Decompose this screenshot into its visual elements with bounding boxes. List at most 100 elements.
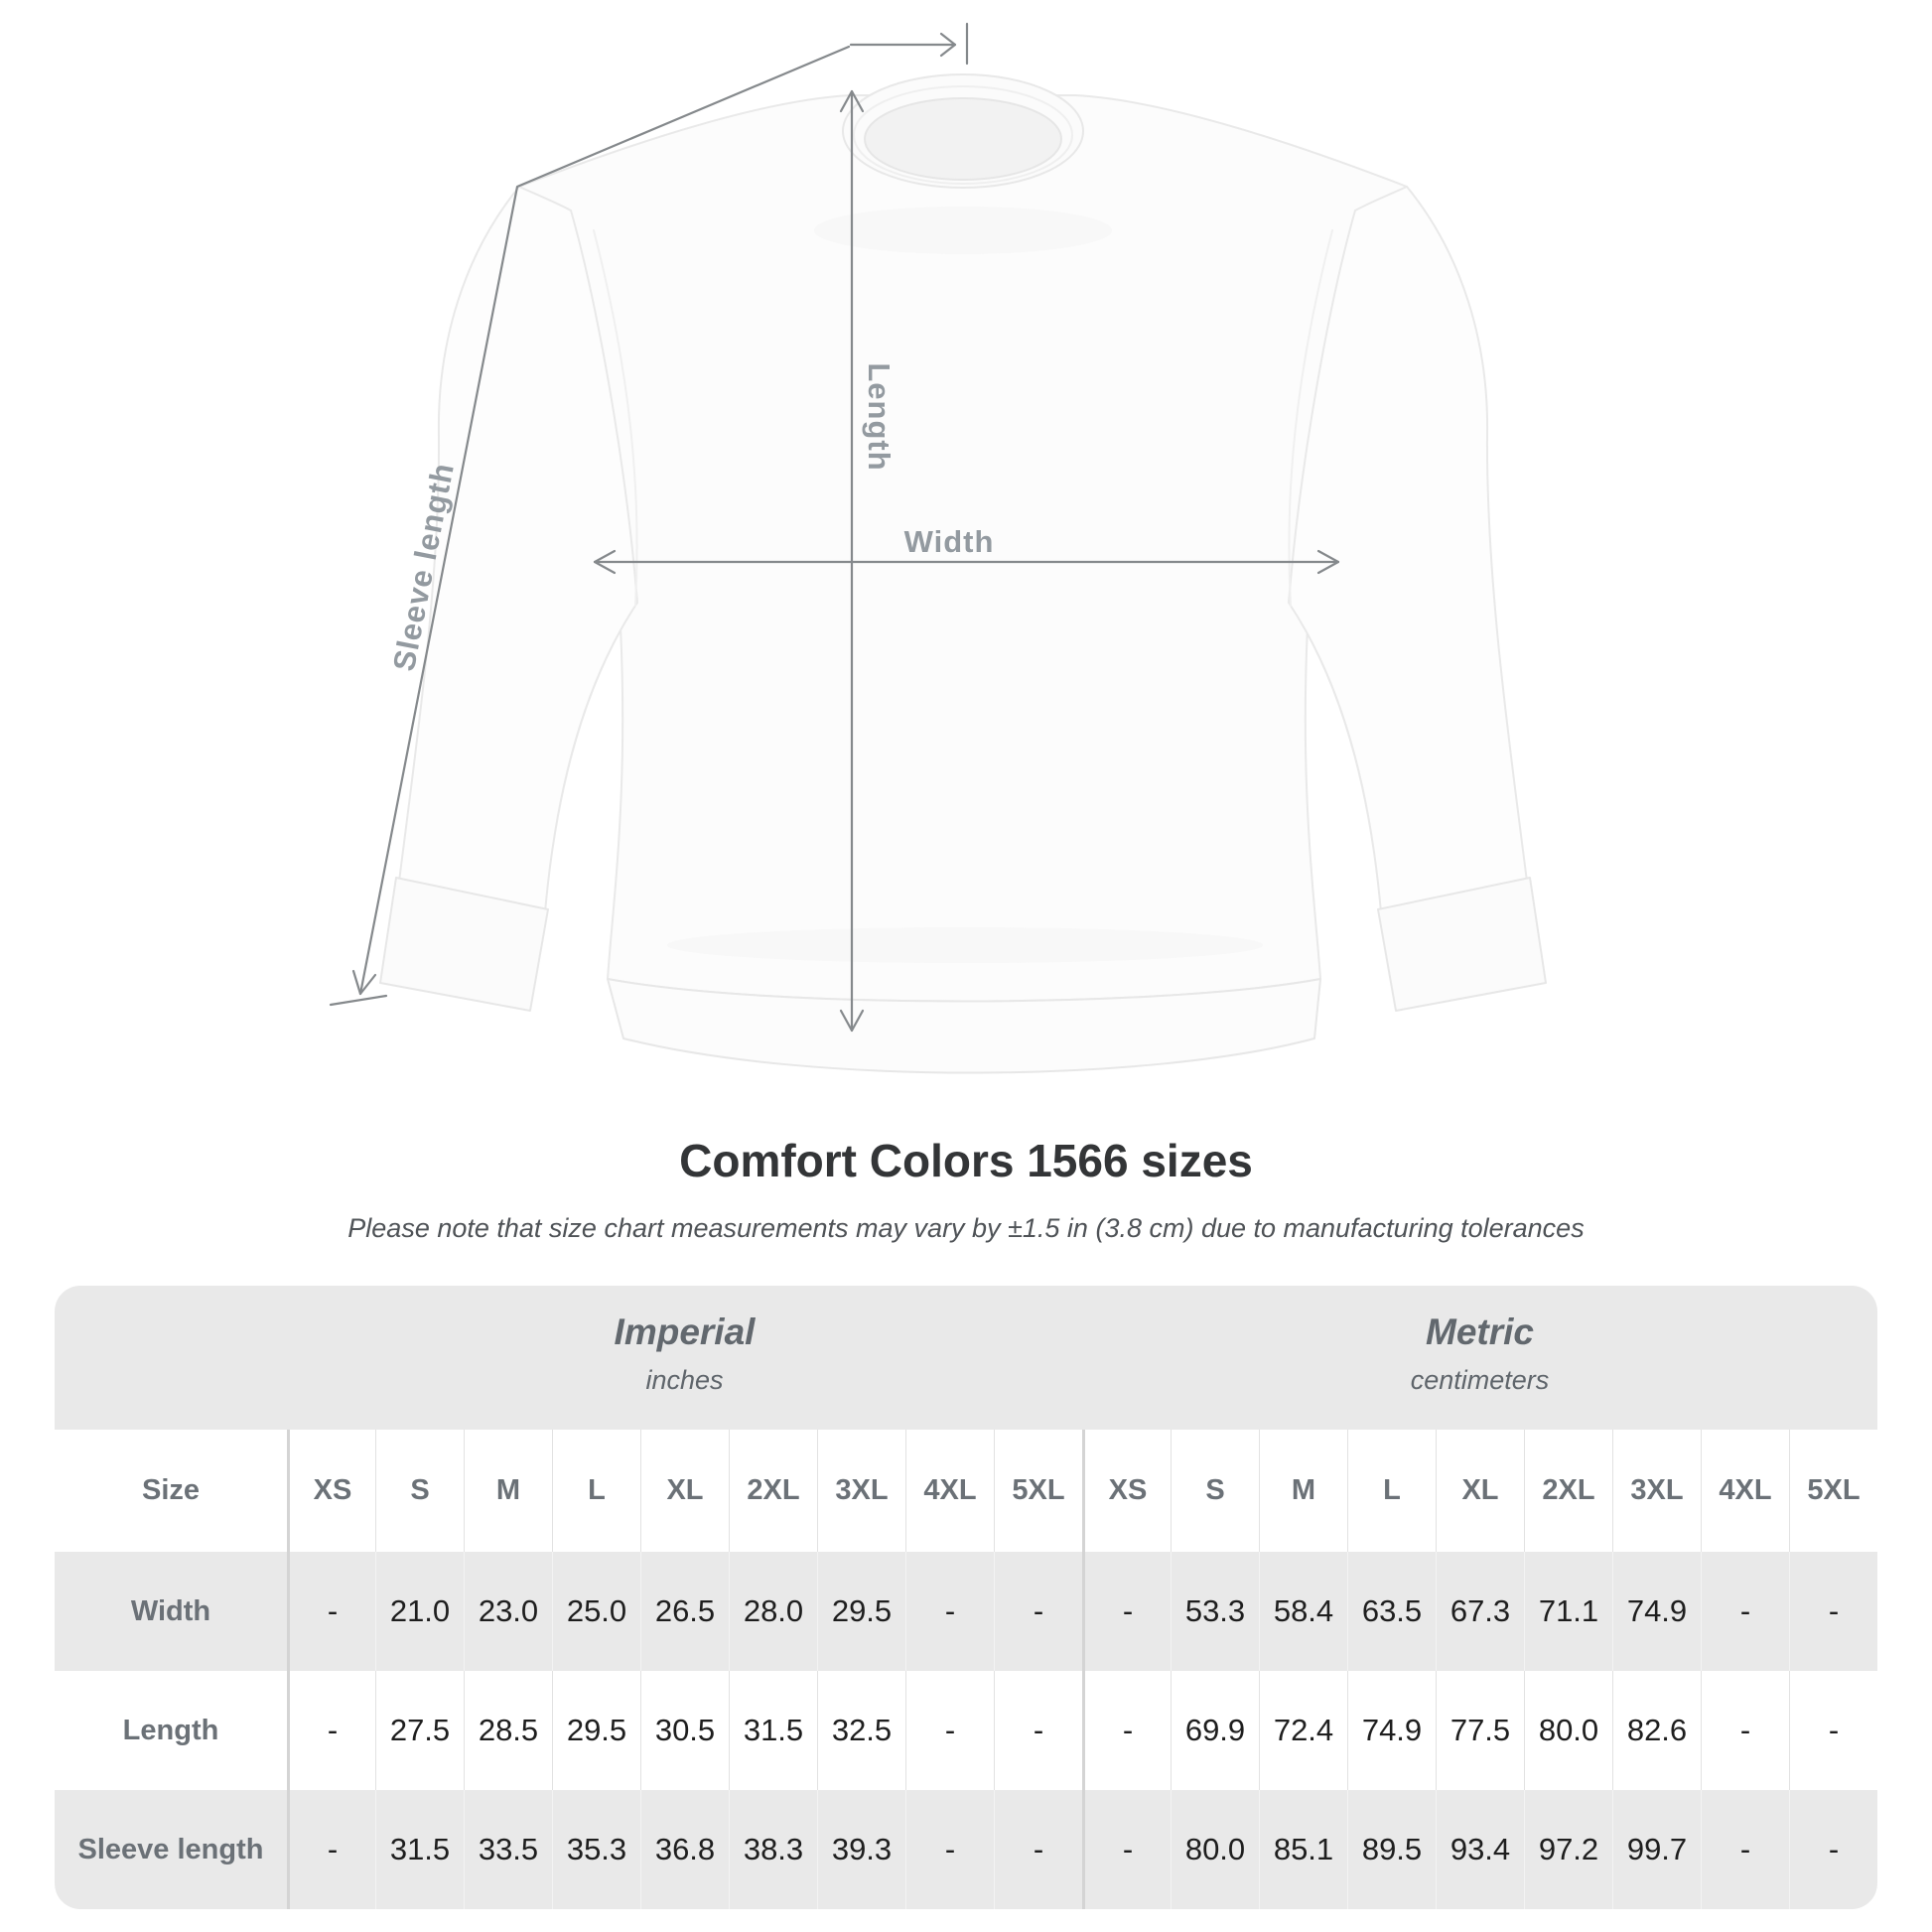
width-imperial-s: 21.0 — [375, 1552, 464, 1671]
unit-header-imperial: Imperial inches — [287, 1286, 1082, 1430]
length-metric-4xl: - — [1701, 1671, 1789, 1790]
table-row-length: Length - 27.5 28.5 29.5 30.5 31.5 32.5 -… — [55, 1671, 1877, 1790]
length-imperial-m: 28.5 — [464, 1671, 552, 1790]
size-header-imperial-4xl: 4XL — [905, 1430, 994, 1552]
collar-inner — [864, 97, 1062, 181]
size-column-header: Size — [141, 1474, 201, 1506]
sleeve-imperial-4xl: - — [905, 1790, 994, 1909]
sleeve-metric-2xl: 97.2 — [1524, 1790, 1612, 1909]
size-header-imperial-3xl: 3XL — [817, 1430, 905, 1552]
length-imperial-3xl: 32.5 — [817, 1671, 905, 1790]
hem-band — [607, 978, 1321, 1074]
sleeve-metric-3xl: 99.7 — [1612, 1790, 1701, 1909]
sleeve-imperial-2xl: 38.3 — [729, 1790, 817, 1909]
sweatshirt-right-sleeve — [1288, 186, 1528, 913]
length-metric-m: 72.4 — [1259, 1671, 1347, 1790]
size-table: Imperial inches Metric centimeters Size … — [55, 1286, 1877, 1909]
length-metric-2xl: 80.0 — [1524, 1671, 1612, 1790]
size-header-metric-xs: XS — [1082, 1430, 1171, 1552]
size-header-metric-xl: XL — [1436, 1430, 1524, 1552]
width-imperial-xl: 26.5 — [640, 1552, 729, 1671]
collar-rib-line — [853, 85, 1073, 185]
size-header-row: Size XS S M L XL 2XL 3XL 4XL 5XL XS S M … — [55, 1430, 1877, 1552]
sleeve-imperial-s: 31.5 — [375, 1790, 464, 1909]
size-header-imperial-s: S — [375, 1430, 464, 1552]
size-header-imperial-m: M — [464, 1430, 552, 1552]
length-imperial-4xl: - — [905, 1671, 994, 1790]
size-header-metric-3xl: 3XL — [1612, 1430, 1701, 1552]
length-metric-l: 74.9 — [1347, 1671, 1436, 1790]
width-metric-3xl: 74.9 — [1612, 1552, 1701, 1671]
size-header-metric-5xl: 5XL — [1789, 1430, 1877, 1552]
row-label-width: Width — [130, 1594, 211, 1627]
sweatshirt-left-sleeve — [398, 186, 638, 913]
sleeve-metric-s: 80.0 — [1171, 1790, 1259, 1909]
sleeve-imperial-xs: - — [287, 1790, 375, 1909]
sleeve-metric-xs: - — [1082, 1790, 1171, 1909]
hem-shadow — [667, 927, 1263, 963]
table-row-width: Width - 21.0 23.0 25.0 26.5 28.0 29.5 - … — [55, 1552, 1877, 1671]
row-label-sleeve-length: Sleeve length — [77, 1833, 264, 1865]
length-imperial-xl: 30.5 — [640, 1671, 729, 1790]
shoulder-guide-arrow — [849, 22, 969, 66]
width-metric-xs: - — [1082, 1552, 1171, 1671]
width-arrow — [593, 549, 1340, 575]
size-header-metric-l: L — [1347, 1430, 1436, 1552]
collar-shadow — [814, 207, 1112, 254]
left-cuff — [379, 877, 549, 1012]
width-label: Width — [903, 524, 995, 559]
size-header-metric-2xl: 2XL — [1524, 1430, 1612, 1552]
size-header-metric-s: S — [1171, 1430, 1259, 1552]
width-metric-2xl: 71.1 — [1524, 1552, 1612, 1671]
size-header-metric-4xl: 4XL — [1701, 1430, 1789, 1552]
width-imperial-l: 25.0 — [552, 1552, 640, 1671]
imperial-sublabel: inches — [645, 1365, 724, 1395]
right-cuff — [1377, 877, 1547, 1012]
width-metric-l: 63.5 — [1347, 1552, 1436, 1671]
length-metric-3xl: 82.6 — [1612, 1671, 1701, 1790]
length-imperial-xs: - — [287, 1671, 375, 1790]
length-metric-s: 69.9 — [1171, 1671, 1259, 1790]
tolerance-note: Please note that size chart measurements… — [347, 1213, 1585, 1243]
width-imperial-m: 23.0 — [464, 1552, 552, 1671]
unit-header-row: Imperial inches Metric centimeters — [55, 1286, 1877, 1430]
width-metric-m: 58.4 — [1259, 1552, 1347, 1671]
length-metric-xs: - — [1082, 1671, 1171, 1790]
unit-header-spacer — [55, 1286, 287, 1430]
size-header-imperial-5xl: 5XL — [994, 1430, 1082, 1552]
size-header-imperial-2xl: 2XL — [729, 1430, 817, 1552]
width-imperial-2xl: 28.0 — [729, 1552, 817, 1671]
sleeve-metric-xl: 93.4 — [1436, 1790, 1524, 1909]
width-imperial-3xl: 29.5 — [817, 1552, 905, 1671]
size-header-imperial-xs: XS — [287, 1430, 375, 1552]
sleeve-imperial-5xl: - — [994, 1790, 1082, 1909]
width-metric-4xl: - — [1701, 1552, 1789, 1671]
sleeve-imperial-l: 35.3 — [552, 1790, 640, 1909]
length-metric-xl: 77.5 — [1436, 1671, 1524, 1790]
length-imperial-2xl: 31.5 — [729, 1671, 817, 1790]
width-metric-5xl: - — [1789, 1552, 1877, 1671]
metric-label: Metric — [1426, 1311, 1534, 1352]
page-title: Comfort Colors 1566 sizes — [679, 1135, 1253, 1186]
length-imperial-l: 29.5 — [552, 1671, 640, 1790]
size-header-imperial-xl: XL — [640, 1430, 729, 1552]
measurement-lines — [329, 22, 1340, 1033]
size-header-imperial-l: L — [552, 1430, 640, 1552]
width-imperial-4xl: - — [905, 1552, 994, 1671]
sleeve-length-arrow — [329, 45, 851, 1007]
length-metric-5xl: - — [1789, 1671, 1877, 1790]
width-imperial-5xl: - — [994, 1552, 1082, 1671]
right-armhole-seam — [1288, 229, 1333, 607]
imperial-label: Imperial — [614, 1311, 756, 1352]
sleeve-metric-5xl: - — [1789, 1790, 1877, 1909]
width-metric-s: 53.3 — [1171, 1552, 1259, 1671]
sleeve-imperial-m: 33.5 — [464, 1790, 552, 1909]
size-header-metric-m: M — [1259, 1430, 1347, 1552]
sleeve-metric-m: 85.1 — [1259, 1790, 1347, 1909]
width-metric-xl: 67.3 — [1436, 1552, 1524, 1671]
width-imperial-xs: - — [287, 1552, 375, 1671]
length-label: Length — [862, 362, 897, 472]
table-row-sleeve-length: Sleeve length - 31.5 33.5 35.3 36.8 38.3… — [55, 1790, 1877, 1909]
left-armhole-seam — [593, 229, 638, 607]
row-label-length: Length — [122, 1714, 219, 1746]
